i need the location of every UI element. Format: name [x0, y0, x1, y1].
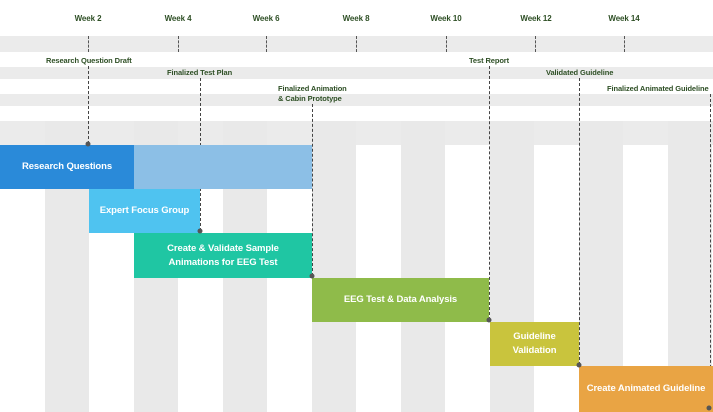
week-label: Week 14 [608, 14, 640, 23]
milestone-finalized-animation: Finalized Animation & Cabin Prototype [278, 84, 347, 104]
task-research-extension [133, 145, 312, 189]
week-column [401, 121, 445, 412]
task-create-validate-line2: Animations for EEG Test [168, 256, 278, 268]
week-tick [266, 36, 267, 52]
week-label: Week 8 [342, 14, 370, 23]
milestone-line [710, 94, 711, 408]
week-tick [446, 36, 447, 52]
week-label: Week 4 [164, 14, 192, 23]
milestone-dot [197, 228, 203, 234]
milestone-line [489, 66, 490, 320]
milestone-dot [706, 405, 712, 411]
task-research-questions: Research Questions [0, 145, 134, 189]
task-expert-focus-group: Expert Focus Group [89, 189, 200, 233]
week-column [490, 121, 534, 412]
milestone-line [579, 78, 580, 365]
milestone-finalized-animated-guideline: Finalized Animated Guideline [607, 84, 709, 93]
task-create-animated-guideline: Create Animated Guideline [579, 366, 713, 412]
week-label: Week 12 [520, 14, 552, 23]
task-create-validate-animations: Create & Validate Sample Animations for … [134, 233, 312, 278]
milestone-dot [85, 141, 91, 147]
milestone-finalized-animation-line2: & Cabin Prototype [278, 94, 342, 103]
milestone-test-report: Test Report [469, 56, 510, 65]
week-tick [88, 36, 89, 52]
milestone-dot [486, 317, 492, 323]
milestone-line [88, 66, 89, 144]
week-label: Week 6 [252, 14, 280, 23]
milestone-dot [309, 273, 315, 279]
week-column [312, 121, 356, 412]
milestone-band-1 [0, 67, 713, 79]
milestone-finalized-test-plan: Finalized Test Plan [167, 68, 233, 77]
milestone-finalized-animation-line1: Finalized Animation [278, 84, 347, 93]
task-create-validate-line1: Create & Validate Sample [167, 242, 279, 254]
week-tick [178, 36, 179, 52]
milestone-validated-guideline: Validated Guideline [546, 68, 614, 77]
week-tick [356, 36, 357, 52]
week-column [668, 121, 712, 412]
task-eeg-test: EEG Test & Data Analysis [312, 278, 489, 322]
milestone-dot [576, 362, 582, 368]
milestone-line [312, 104, 313, 276]
week-tick [535, 36, 536, 52]
week-label: Week 2 [74, 14, 102, 23]
week-column [579, 121, 623, 412]
task-guideline-validation: Guideline Validation [490, 322, 579, 366]
week-tick [624, 36, 625, 52]
week-label: Week 10 [430, 14, 462, 23]
milestone-research-question-draft: Research Question Draft [46, 56, 132, 65]
milestone-band-2 [0, 94, 713, 106]
